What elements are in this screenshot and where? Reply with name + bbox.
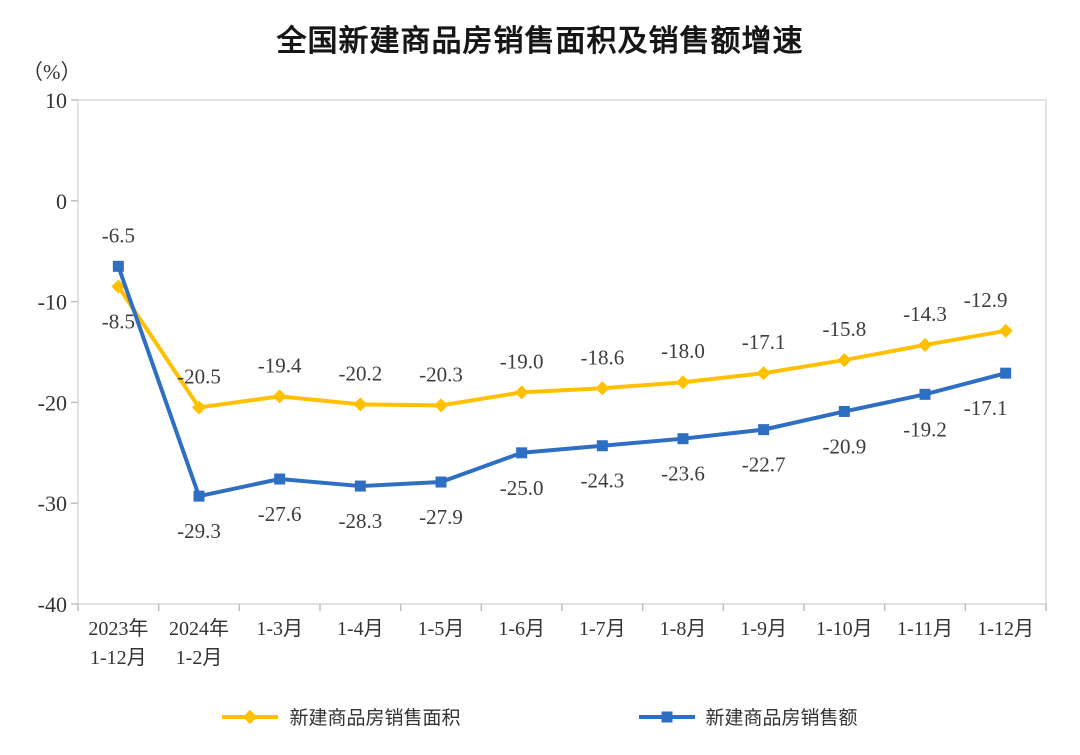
x-axis-label: 1-4月 bbox=[337, 618, 384, 640]
diamond-marker bbox=[837, 353, 852, 368]
diamond-marker bbox=[595, 381, 610, 396]
data-label: -8.5 bbox=[102, 309, 135, 333]
y-tick-label: -30 bbox=[38, 491, 67, 516]
data-label: -20.2 bbox=[338, 361, 382, 385]
y-tick-label: -40 bbox=[38, 592, 67, 617]
legend-item-sales-area: 新建商品房销售面积 bbox=[222, 703, 461, 730]
diamond-marker bbox=[434, 398, 448, 413]
square-marker bbox=[516, 447, 528, 459]
x-axis-label: 1-6月 bbox=[498, 618, 545, 640]
legend-item-sales-amount: 新建商品房销售额 bbox=[638, 703, 858, 730]
data-label: -27.9 bbox=[419, 505, 463, 529]
y-tick-label: 10 bbox=[45, 88, 67, 113]
square-marker bbox=[354, 480, 366, 492]
x-axis-label: 1-2月 bbox=[176, 647, 223, 669]
area-series-marker-icon bbox=[222, 709, 279, 724]
x-axis-label: 2023年 bbox=[88, 617, 148, 640]
square-marker bbox=[919, 388, 931, 400]
data-label: -19.0 bbox=[500, 349, 544, 373]
diamond-marker bbox=[514, 385, 529, 400]
series-line-sales-area bbox=[116, 284, 1008, 410]
square-marker bbox=[435, 476, 447, 488]
x-axis-label: 1-9月 bbox=[740, 618, 787, 640]
square-marker bbox=[677, 433, 689, 445]
square-marker bbox=[1000, 367, 1012, 379]
data-label: -15.8 bbox=[822, 317, 866, 341]
y-axis-unit-label: （%） bbox=[22, 60, 82, 84]
x-axis-label: 1-10月 bbox=[816, 618, 873, 640]
legend-label-sales-area: 新建商品房销售面积 bbox=[289, 708, 461, 729]
diamond-marker bbox=[998, 323, 1013, 338]
line-chart: 10 0 -10 -20 -30 -40 2023年 1-12月 2024年 1-2月 1-3月 1-… bbox=[38, 88, 1047, 669]
legend: 新建商品房销售面积 新建商品房销售额 bbox=[0, 703, 1080, 730]
plot-border bbox=[77, 99, 1047, 605]
diamond-marker bbox=[756, 366, 771, 381]
data-label: -20.9 bbox=[822, 434, 866, 458]
series-line-sales-amount bbox=[116, 264, 1008, 499]
sales-series-marker-icon bbox=[638, 711, 695, 722]
square-marker bbox=[193, 490, 205, 502]
data-label: -18.6 bbox=[580, 345, 624, 369]
diamond-marker bbox=[192, 400, 206, 415]
data-label: -28.3 bbox=[338, 509, 382, 533]
y-tick-label: 0 bbox=[56, 189, 67, 214]
data-label: -12.9 bbox=[964, 288, 1008, 312]
square-marker bbox=[838, 405, 850, 417]
data-label: -19.4 bbox=[258, 353, 302, 377]
x-axis-label: 1-11月 bbox=[897, 618, 953, 640]
x-axis-label: 2024年 bbox=[169, 617, 229, 640]
data-label: -24.3 bbox=[580, 469, 624, 493]
data-label: -18.0 bbox=[661, 339, 705, 363]
x-axis-label: 1-5月 bbox=[418, 618, 465, 640]
diamond-marker bbox=[272, 389, 287, 404]
x-axis-label: 1-12月 bbox=[977, 618, 1034, 640]
data-label: -17.1 bbox=[964, 396, 1008, 420]
data-label: -6.5 bbox=[102, 223, 135, 247]
square-marker bbox=[596, 440, 608, 452]
data-label: -22.7 bbox=[742, 453, 786, 477]
square-marker bbox=[112, 260, 124, 272]
data-label: -23.6 bbox=[661, 462, 705, 486]
data-label: -19.2 bbox=[903, 417, 947, 441]
diamond-marker bbox=[353, 397, 368, 412]
data-label: -14.3 bbox=[903, 302, 947, 326]
data-label: -20.3 bbox=[419, 362, 463, 386]
x-axis-label: 1-3月 bbox=[256, 618, 303, 640]
x-axis-label: 1-7月 bbox=[579, 618, 626, 640]
square-marker bbox=[758, 424, 770, 436]
legend-label-sales-amount: 新建商品房销售额 bbox=[705, 708, 858, 729]
square-marker bbox=[274, 473, 286, 485]
y-tick-label: -20 bbox=[38, 390, 67, 415]
data-label: -29.3 bbox=[177, 519, 221, 543]
data-label: -27.6 bbox=[258, 502, 302, 526]
diamond-marker bbox=[676, 375, 690, 390]
x-axis-label: 1-8月 bbox=[660, 618, 707, 640]
x-axis-label: 1-12月 bbox=[90, 647, 147, 669]
diamond-marker bbox=[111, 279, 126, 294]
y-tick-label: -10 bbox=[38, 290, 67, 315]
chart-title: 全国新建商品房销售面积及销售额增速 bbox=[276, 25, 804, 58]
data-label: -20.5 bbox=[177, 364, 221, 388]
data-label: -17.1 bbox=[742, 330, 786, 354]
data-label: -25.0 bbox=[500, 476, 544, 500]
diamond-marker bbox=[918, 337, 932, 352]
